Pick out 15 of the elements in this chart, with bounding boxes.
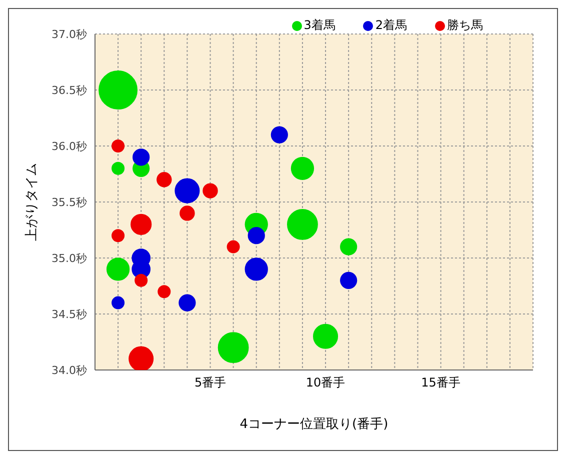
y-tick-label: 35.0秒 [52, 252, 87, 265]
y-tick-label: 35.5秒 [52, 196, 87, 209]
legend-label: 勝ち馬 [447, 17, 483, 34]
x-tick-label: 10番手 [306, 376, 346, 390]
x-axis-title: 4コーナー位置取り(番手) [240, 417, 388, 432]
y-tick-label: 36.0秒 [52, 140, 87, 153]
x-tick-label: 5番手 [194, 376, 226, 390]
y-tick-label: 36.5秒 [52, 84, 87, 97]
y-tick-label: 34.5秒 [52, 308, 87, 321]
x-tick-label: 15番手 [421, 376, 460, 390]
legend-label: 2着馬 [375, 17, 407, 34]
y-tick-label: 37.0秒 [52, 28, 87, 41]
y-tick-label: 34.0秒 [52, 364, 87, 377]
legend-label: 3着馬 [304, 17, 336, 34]
y-axis-title: 上がりタイム [24, 163, 40, 241]
